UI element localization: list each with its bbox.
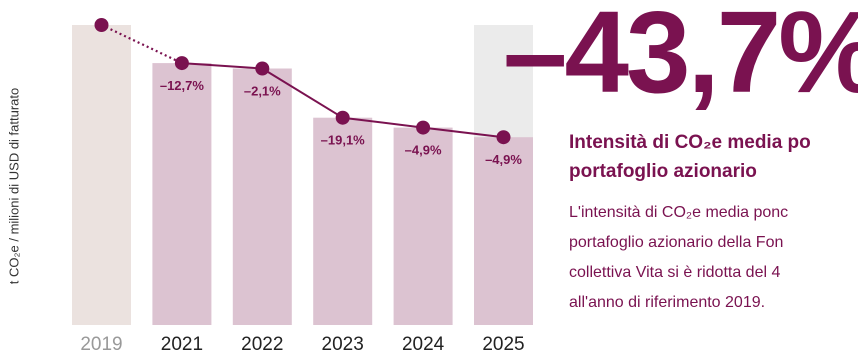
bar-2022 xyxy=(232,68,292,325)
change-label-2023: –19,1% xyxy=(321,133,366,148)
change-label-2025: –4,9% xyxy=(485,152,522,167)
change-label-2021: –12,7% xyxy=(160,78,205,93)
bar-2021 xyxy=(152,63,212,325)
headline-percentage: –43,7% xyxy=(503,0,858,117)
x-tick-2023: 2023 xyxy=(322,334,364,355)
point-2022 xyxy=(255,61,270,76)
bar-2023 xyxy=(313,117,373,325)
panel-description: L'intensità di CO₂e media ponc portafogl… xyxy=(569,204,789,311)
x-tick-2019: 2019 xyxy=(80,334,122,355)
point-2021 xyxy=(174,56,189,71)
bar-2024 xyxy=(393,127,453,325)
panel-title: Intensità di CO₂e media po portafoglio a… xyxy=(569,132,811,182)
point-2025 xyxy=(496,130,511,145)
change-label-2022: –2,1% xyxy=(244,84,281,99)
line-segment-2021-2022 xyxy=(181,62,263,70)
line-segment-2022-2023 xyxy=(261,67,344,119)
x-tick-2021: 2021 xyxy=(161,334,203,355)
point-2024 xyxy=(416,120,431,135)
x-tick-2025: 2025 xyxy=(482,334,524,355)
x-tick-2022: 2022 xyxy=(241,334,283,355)
point-2019 xyxy=(94,18,109,32)
change-label-2024: –4,9% xyxy=(405,143,442,158)
line-segment-2024-2025 xyxy=(422,126,504,139)
point-2023 xyxy=(335,110,350,125)
bar-2025 xyxy=(474,137,533,325)
y-axis-title: t CO₂e / milioni di USD di fatturato xyxy=(6,87,22,285)
bar-2019 xyxy=(72,25,131,325)
x-tick-2024: 2024 xyxy=(402,334,445,355)
line-segment-2023-2024 xyxy=(342,116,424,129)
